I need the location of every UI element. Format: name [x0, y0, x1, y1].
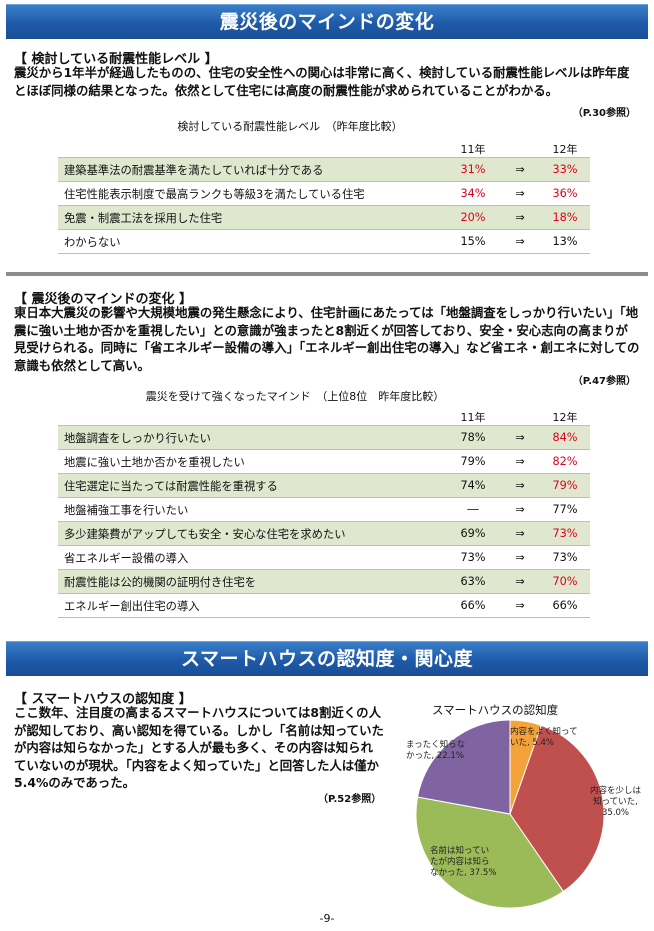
table-row: 免震・制震工法を採用した住宅 20% ⇒ 18% [58, 206, 590, 230]
value-2011: 69% [460, 527, 486, 540]
page-reference: （P.52参照） [318, 794, 382, 805]
arrow-icon: ⇒ [515, 211, 525, 224]
row-label: 省エネルギー設備の導入 [64, 551, 189, 565]
value-2011: 66% [460, 599, 486, 612]
row-label: 地盤補強工事を行いたい [64, 503, 189, 517]
row-label: 免震・制震工法を採用した住宅 [64, 211, 223, 225]
arrow-icon: ⇒ [515, 527, 525, 540]
value-2012: 18% [552, 211, 578, 224]
row-label: 耐震性能は公的機関の証明付き住宅を [64, 575, 257, 589]
pie-label-not-known: まったく知らな かった, 22.1% [406, 740, 466, 761]
arrow-icon: ⇒ [515, 503, 525, 516]
table-row: 地震に強い土地か否かを重視したい 79% ⇒ 82% [58, 450, 590, 474]
value-2011: ― [467, 503, 479, 516]
table-row: わからない 15% ⇒ 13% [58, 230, 590, 254]
arrow-icon: ⇒ [515, 163, 525, 176]
row-label: わからない [64, 235, 121, 249]
value-2011: 78% [460, 431, 486, 444]
row-label: エネルギー創出住宅の導入 [64, 599, 200, 613]
table-caption: 震災を受けて強くなったマインド （上位8位 昨年度比較） [145, 390, 445, 403]
pie-slice-1 [509, 724, 605, 893]
value-2012: 73% [552, 527, 578, 540]
value-2011: 63% [460, 575, 486, 588]
pie-slice-3 [416, 719, 511, 815]
section-paragraph-seismic-level: 震災から1年半が経過したものの、住宅の安全性への関心は非常に高く、検討している耐… [14, 65, 630, 98]
value-2012: 33% [552, 163, 578, 176]
arrow-icon: ⇒ [515, 235, 525, 248]
table-row: 住宅選定に当たっては耐震性能を重視する 74% ⇒ 79% [58, 474, 590, 498]
arrow-icon: ⇒ [515, 187, 525, 200]
row-label: 住宅選定に当たっては耐震性能を重視する [64, 479, 278, 493]
table-row: 耐震性能は公的機関の証明付き住宅を 63% ⇒ 70% [58, 570, 590, 594]
table-row: エネルギー創出住宅の導入 66% ⇒ 66% [58, 594, 590, 618]
value-2012: 79% [552, 479, 578, 492]
column-header-11: 11年 [460, 143, 486, 156]
table-caption: 検討している耐震性能レベル （昨年度比較） [177, 120, 403, 133]
page-number: -9- [319, 912, 335, 925]
table-row: 多少建築費がアップしても安全・安心な住宅を求めたい 69% ⇒ 73% [58, 522, 590, 546]
pie-label-name-only: 名前は知ってい たが内容は知ら なかった, 37.5% [430, 846, 497, 878]
arrow-icon: ⇒ [515, 479, 525, 492]
value-2012: 70% [552, 575, 578, 588]
mindset-table: 地盤調査をしっかり行いたい 78% ⇒ 84% 地震に強い土地か否かを重視したい… [58, 425, 590, 618]
row-label: 住宅性能表示制度で最高ランクも等級3を満たしている住宅 [64, 187, 365, 201]
awareness-pie-chart [415, 719, 605, 909]
seismic-level-table: 建築基準法の耐震基準を満たしていれば十分である 31% ⇒ 33% 住宅性能表示… [58, 157, 590, 254]
pie-label-know-well: 内容をよく知って いた, 5.4% [510, 727, 578, 748]
pie-chart-title: スマートハウスの認知度 [432, 703, 559, 717]
value-2011: 79% [460, 455, 486, 468]
row-label: 地盤調査をしっかり行いたい [64, 431, 211, 445]
pie-slice-2 [415, 796, 565, 909]
column-header-12: 12年 [552, 411, 578, 424]
value-2011: 15% [460, 235, 486, 248]
value-2012: 66% [552, 599, 578, 612]
section-banner-earthquake-mindset: 震災後のマインドの変化 [6, 4, 648, 39]
table-row: 地盤補強工事を行いたい ― ⇒ 77% [58, 498, 590, 522]
row-label: 地震に強い土地か否かを重視したい [64, 455, 245, 469]
arrow-icon: ⇒ [515, 551, 525, 564]
page-reference: （P.30参照） [572, 108, 636, 119]
table-row: 建築基準法の耐震基準を満たしていれば十分である 31% ⇒ 33% [58, 158, 590, 182]
value-2012: 73% [552, 551, 578, 564]
value-2011: 31% [460, 163, 486, 176]
section-paragraph-smarthouse: ここ数年、注目度の高まるスマートハウスについては8割近くの人が認知しており、高い… [14, 705, 384, 790]
arrow-icon: ⇒ [515, 431, 525, 444]
value-2011: 74% [460, 479, 486, 492]
row-label: 多少建築費がアップしても安全・安心な住宅を求めたい [64, 527, 346, 541]
value-2011: 34% [460, 187, 486, 200]
section-divider [6, 272, 648, 276]
table-row: 住宅性能表示制度で最高ランクも等級3を満たしている住宅 34% ⇒ 36% [58, 182, 590, 206]
section-title-seismic-level: 【 検討している耐震性能レベル 】 [14, 52, 218, 67]
arrow-icon: ⇒ [515, 455, 525, 468]
value-2012: 13% [552, 235, 578, 248]
table-row: 省エネルギー設備の導入 73% ⇒ 73% [58, 546, 590, 570]
value-2012: 84% [552, 431, 578, 444]
page-reference: （P.47参照） [572, 376, 636, 387]
value-2012: 77% [552, 503, 578, 516]
arrow-icon: ⇒ [515, 599, 525, 612]
table-row: 地盤調査をしっかり行いたい 78% ⇒ 84% [58, 426, 590, 450]
value-2011: 20% [460, 211, 486, 224]
value-2012: 82% [552, 455, 578, 468]
pie-label-know-some: 内容を少しは 知っていた, 35.0% [590, 786, 642, 818]
row-label: 建築基準法の耐震基準を満たしていれば十分である [64, 163, 324, 177]
column-header-11: 11年 [460, 411, 486, 424]
section-title-mindset-change: 【 震災後のマインドの変化 】 [14, 292, 193, 307]
column-header-12: 12年 [552, 143, 578, 156]
section-paragraph-mindset-change: 東日本大震災の影響や大規模地震の発生懸念により、住宅計画にあたっては「地盤調査を… [14, 305, 640, 373]
value-2012: 36% [552, 187, 578, 200]
section-title-smarthouse-awareness: 【 スマートハウスの認知度 】 [14, 692, 192, 707]
value-2011: 73% [460, 551, 486, 564]
arrow-icon: ⇒ [515, 575, 525, 588]
section-banner-smarthouse: スマートハウスの認知度・関心度 [6, 641, 648, 676]
